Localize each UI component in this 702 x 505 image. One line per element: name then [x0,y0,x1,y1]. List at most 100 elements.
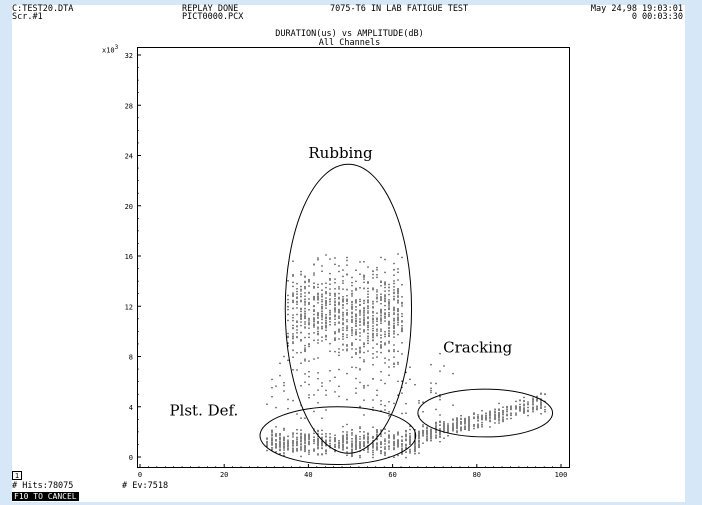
data-point [325,450,327,453]
data-point [359,350,361,352]
data-point [325,291,327,293]
data-point [313,326,315,328]
data-point [292,441,294,443]
data-point [300,444,302,446]
data-point [325,389,327,392]
data-point [313,282,315,284]
data-point [292,327,294,330]
data-point [308,291,310,294]
data-point [271,378,273,381]
data-point [359,427,361,430]
data-point [271,449,273,451]
data-point [372,378,374,380]
data-point [359,381,361,384]
data-point [325,304,327,307]
data-point [325,297,327,299]
y-multiplier: x103 [102,43,118,55]
data-point [372,336,374,339]
data-point [321,441,323,443]
data-point [304,445,306,447]
data-point [510,406,512,408]
data-point [287,319,289,322]
data-point [401,440,403,442]
data-point [376,274,378,276]
data-point [414,443,416,446]
data-point [384,286,386,289]
data-point [473,417,475,420]
data-point [372,447,374,449]
data-point [519,406,521,409]
data-point [296,428,298,431]
data-point [304,447,306,449]
data-point [397,310,399,313]
data-point [401,256,403,259]
data-point [283,447,285,449]
data-point [380,429,382,431]
data-point [367,305,369,307]
data-point [393,320,395,322]
data-point [292,333,294,335]
data-point [540,407,542,409]
data-point [271,395,273,398]
data-point [460,427,462,429]
data-point [401,453,403,455]
data-point [422,431,424,433]
data-point [447,428,449,430]
data-point [384,428,386,430]
data-point [359,442,361,444]
data-point [334,438,336,440]
data-point [397,444,399,447]
data-point [527,406,529,409]
data-point [372,320,374,322]
data-point [308,301,310,304]
data-point [388,448,390,450]
y-multiplier-base: x10 [102,46,115,55]
data-point [313,358,315,360]
x-tick-label: 100 [555,471,568,479]
data-point [351,312,353,315]
data-point [346,298,348,300]
data-point [304,300,306,303]
y-tick-label: 20 [125,203,133,211]
data-point [380,450,382,452]
data-point [321,313,323,315]
data-point [271,447,273,449]
data-point [359,312,361,314]
data-point [351,453,353,455]
data-point [317,330,319,333]
data-point [275,426,277,428]
data-point [359,446,361,448]
data-point [380,322,382,325]
data-point [380,371,382,373]
data-point [388,442,390,444]
data-point [313,264,315,266]
data-point [317,438,319,440]
data-point [540,399,542,401]
data-point [275,446,277,448]
data-point [468,426,470,429]
data-point [380,285,382,287]
data-point [401,284,403,286]
data-point [439,428,441,430]
data-point [308,321,310,323]
data-point [329,279,331,281]
data-point [367,312,369,314]
data-point [296,293,298,295]
data-point [304,360,306,362]
data-point [355,392,357,394]
data-point [287,398,289,401]
data-point [401,327,403,329]
data-point [523,408,525,410]
data-point [308,370,310,373]
data-point [304,292,306,294]
data-point [376,435,378,438]
data-point [304,450,306,453]
data-point [325,394,327,396]
cancel-button[interactable]: F10 TO CANCEL [12,492,79,501]
data-point [296,443,298,445]
data-point [376,389,378,392]
data-point [355,313,357,315]
data-point [359,321,361,323]
data-point [300,285,302,288]
data-point [334,301,336,304]
